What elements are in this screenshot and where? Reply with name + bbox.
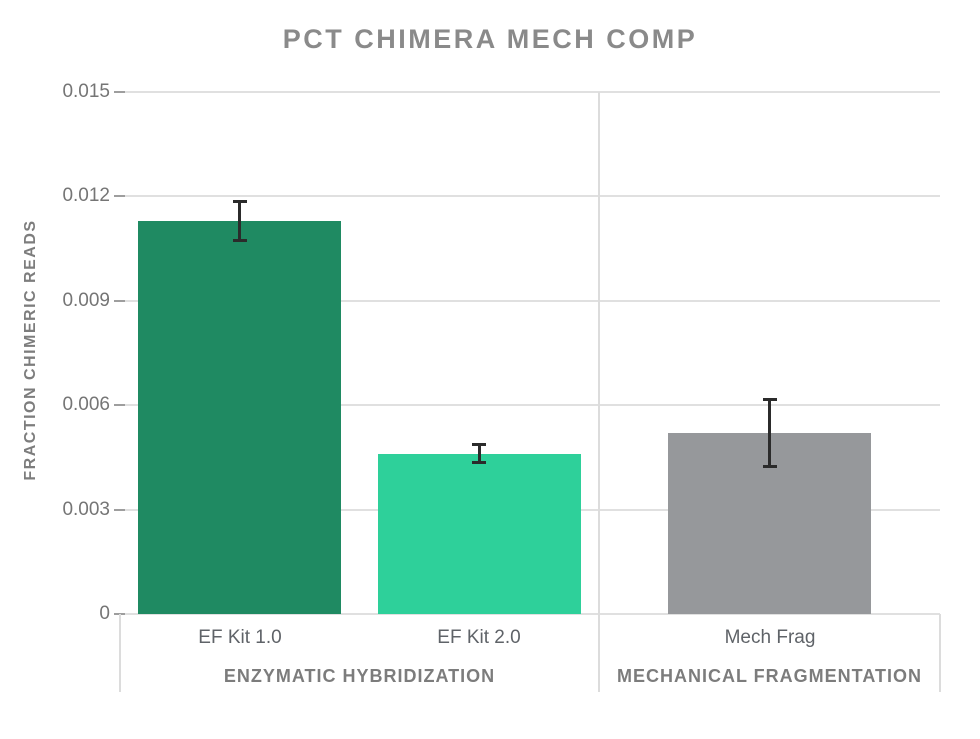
- error-bar-cap-top: [472, 443, 486, 446]
- y-axis-tick-label: 0.006: [62, 394, 110, 415]
- error-bar-cap-top: [233, 200, 247, 203]
- x-tick-label: EF Kit 1.0: [198, 627, 282, 648]
- error-bar-cap-top: [763, 398, 777, 401]
- error-bar-line: [768, 398, 771, 468]
- label-box-left-border: [119, 614, 121, 692]
- y-axis-tick-label: 0.015: [62, 81, 110, 102]
- gridline: [120, 404, 940, 406]
- y-axis-tick: [114, 404, 125, 406]
- error-bar-line: [478, 443, 481, 464]
- chart-title: PCT CHIMERA MECH COMP: [282, 24, 698, 54]
- bar: [138, 221, 341, 614]
- y-axis-tick-label: 0: [99, 603, 110, 624]
- error-bar-cap-bottom: [763, 465, 777, 468]
- y-axis-tick-label: 0.003: [62, 499, 110, 520]
- error-bar-line: [238, 200, 241, 242]
- group-label: ENZYMATIC HYBRIDIZATION: [223, 666, 496, 686]
- group-label: MECHANICAL FRAGMENTATION: [617, 666, 922, 686]
- y-axis-tick: [114, 91, 125, 93]
- y-axis-tick: [114, 509, 125, 511]
- y-axis-tick: [114, 300, 125, 302]
- gridline: [120, 91, 940, 93]
- label-box-right-border: [939, 614, 941, 692]
- error-bar-cap-bottom: [233, 239, 247, 242]
- gridline: [120, 613, 940, 615]
- x-tick-label: Mech Frag: [724, 627, 816, 648]
- y-axis-tick: [114, 195, 125, 197]
- group-divider-line: [598, 92, 600, 692]
- gridline: [120, 195, 940, 197]
- y-axis-tick-label: 0.009: [62, 290, 110, 311]
- y-axis-title: FRACTION CHIMERIC READS: [22, 219, 39, 481]
- y-axis-tick-label: 0.012: [62, 185, 110, 206]
- bar: [378, 454, 581, 614]
- error-bar-cap-bottom: [472, 461, 486, 464]
- x-tick-label: EF Kit 2.0: [437, 627, 521, 648]
- gridline: [120, 300, 940, 302]
